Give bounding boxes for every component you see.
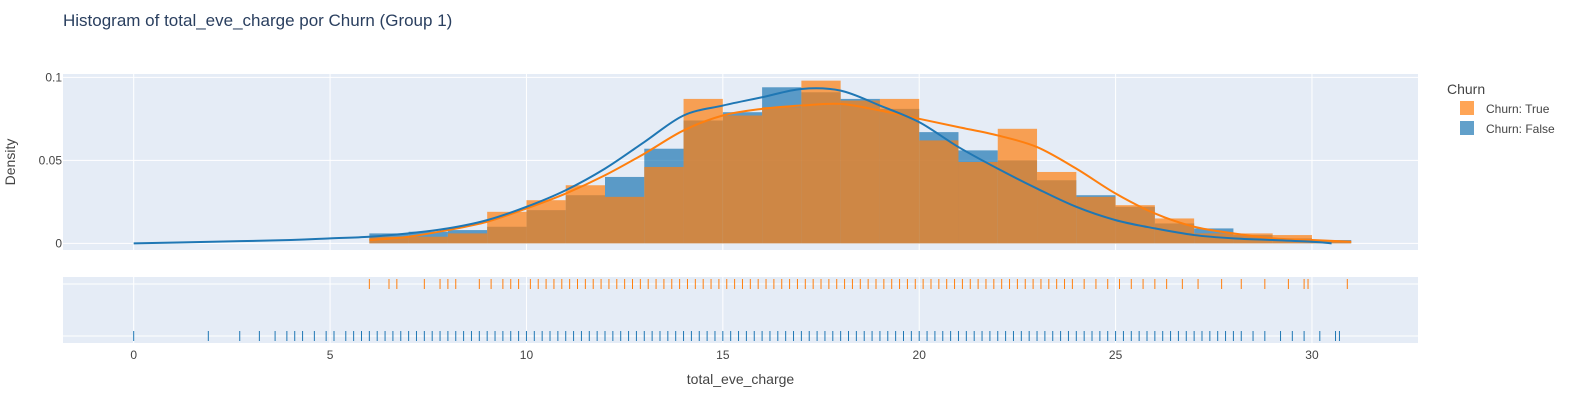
- x-axis-title: total_eve_charge: [687, 371, 795, 387]
- rug-plot-area: [63, 277, 1418, 343]
- kde-line-churn-false: [133, 87, 1332, 245]
- kde-line-churn-true: [369, 102, 1352, 243]
- x-tick-label: 15: [716, 348, 730, 362]
- y-tick-label: 0: [55, 236, 62, 250]
- bar-churn-true: [1076, 196, 1116, 244]
- legend[interactable]: Churn Churn: True Churn: False: [1447, 81, 1555, 136]
- bar-churn-true: [369, 236, 409, 244]
- kde-curves: [133, 87, 1352, 245]
- legend-title: Churn: [1447, 81, 1485, 97]
- bar-churn-true: [565, 185, 605, 244]
- x-tick-label: 25: [1109, 348, 1123, 362]
- bar-churn-true: [1194, 233, 1234, 244]
- bar-churn-true: [644, 166, 684, 244]
- bar-churn-true: [1154, 218, 1195, 244]
- bar-churn-true: [487, 211, 527, 244]
- bar-churn-true: [526, 200, 566, 244]
- legend-swatch-churn-true[interactable]: [1460, 101, 1474, 115]
- chart-title: Histogram of total_eve_charge por Churn …: [63, 11, 452, 30]
- y-tick-label: 0.05: [39, 153, 63, 167]
- y-axis-title: Density: [2, 139, 18, 186]
- bar-churn-true: [722, 115, 763, 244]
- bar-churn-true: [408, 236, 448, 244]
- bar-churn-true: [683, 98, 723, 244]
- bar-churn-true: [447, 233, 488, 244]
- x-tick-label: 5: [327, 348, 334, 362]
- legend-swatch-churn-false[interactable]: [1460, 121, 1474, 135]
- bar-churn-true: [919, 140, 959, 244]
- x-tick-label: 30: [1305, 348, 1319, 362]
- bar-churn-true: [958, 162, 998, 244]
- bar-churn-true: [762, 107, 802, 244]
- legend-label-churn-true[interactable]: Churn: True: [1486, 102, 1550, 116]
- histogram-bars: [369, 80, 1352, 244]
- bar-churn-true: [840, 100, 880, 244]
- axis-labels: 0 5 10 15 20 25 30 0 0.05 0.1: [39, 70, 1319, 362]
- bar-churn-true: [801, 80, 841, 244]
- x-tick-label: 0: [130, 348, 137, 362]
- bar-churn-true: [879, 98, 920, 244]
- bar-churn-true: [1037, 171, 1077, 244]
- y-tick-label: 0.1: [45, 70, 62, 84]
- x-tick-label: 20: [913, 348, 927, 362]
- bar-churn-true: [605, 196, 645, 244]
- legend-label-churn-false[interactable]: Churn: False: [1486, 122, 1555, 136]
- rug-marks: [133, 279, 1348, 341]
- x-tick-label: 10: [520, 348, 534, 362]
- legend-items[interactable]: Churn: True Churn: False: [1460, 101, 1555, 136]
